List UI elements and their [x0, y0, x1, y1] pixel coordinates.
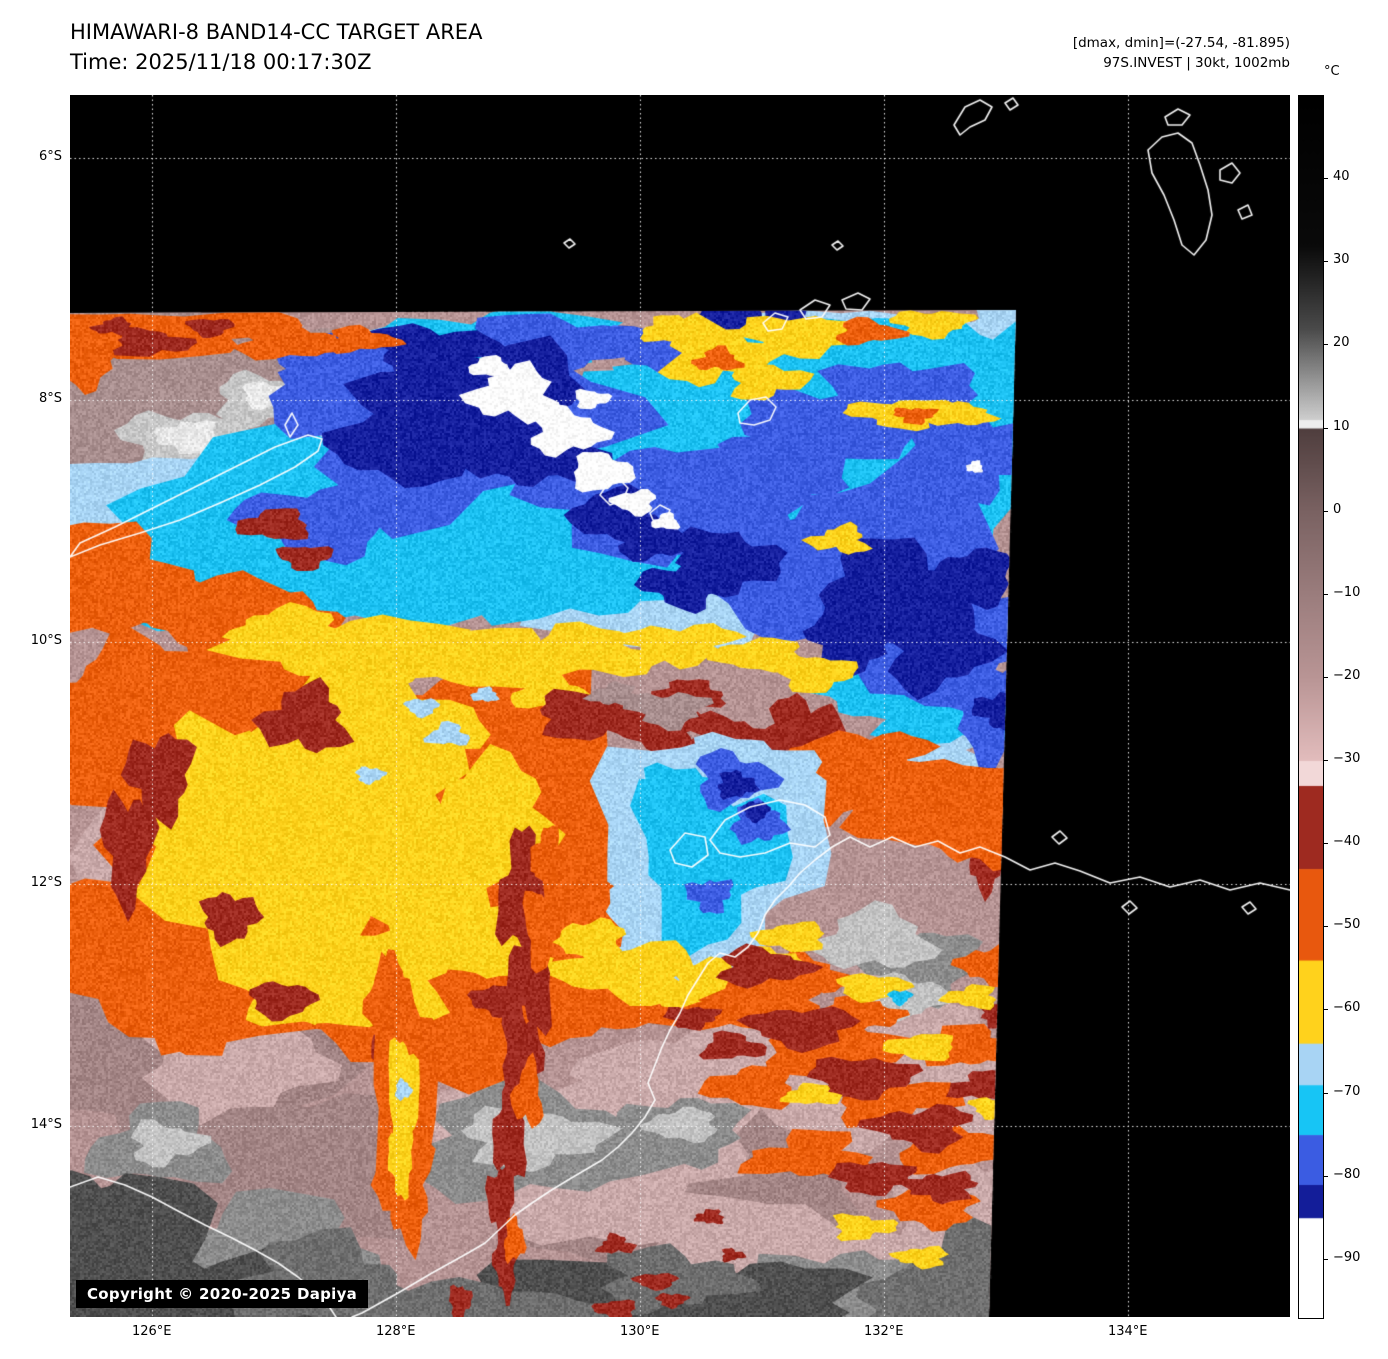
- latitude-tick-label: 8°S: [38, 390, 62, 406]
- longitude-tick-label: 126°E: [131, 1324, 172, 1339]
- colorbar: [1298, 95, 1324, 1319]
- colorbar-tick-mark: [1323, 511, 1328, 512]
- colorbar-tick-mark: [1323, 428, 1328, 429]
- colorbar-tick-label: −20: [1333, 667, 1361, 683]
- colorbar-tick-label: −90: [1333, 1249, 1361, 1265]
- satellite-imagery-canvas: [70, 95, 1290, 1317]
- longitude-tick-label: 132°E: [863, 1324, 904, 1339]
- longitude-tick-label: 128°E: [375, 1324, 416, 1339]
- image-timestamp: Time: 2025/11/18 00:17:30Z: [70, 50, 372, 74]
- colorbar-tick-mark: [1323, 261, 1328, 262]
- colorbar-tick-mark: [1323, 926, 1328, 927]
- colorbar-tick-mark: [1323, 1259, 1328, 1260]
- colorbar-tick-mark: [1323, 677, 1328, 678]
- colorbar-tick-label: −80: [1333, 1166, 1361, 1182]
- colorbar-tick-label: 30: [1333, 252, 1350, 268]
- colorbar-tick-label: 20: [1333, 335, 1350, 351]
- colorbar-tick-mark: [1323, 760, 1328, 761]
- latitude-tick-label: 6°S: [38, 148, 62, 164]
- colorbar-tick-labels: 40 30 20 10 0 −10 −20 −30 −40 −50 −60 −70 −80 −90: [1323, 95, 1386, 1318]
- latitude-tick-label: 10°S: [30, 632, 62, 648]
- colorbar-tick-mark: [1323, 1093, 1328, 1094]
- copyright-label: Copyright © 2020-2025 Dapiya: [76, 1280, 369, 1308]
- colorbar-tick-label: −40: [1333, 834, 1361, 850]
- colorbar-tick-label: 0: [1333, 501, 1342, 517]
- satellite-map: Copyright © 2020-2025 Dapiya: [70, 95, 1290, 1317]
- page-title: HIMAWARI-8 BAND14-CC TARGET AREA: [70, 20, 483, 44]
- latitude-tick-label: 14°S: [30, 1116, 62, 1132]
- colorbar-tick-label: 40: [1333, 169, 1350, 185]
- dmax-dmin-readout: [dmax, dmin]=(-27.54, -81.895): [1072, 35, 1290, 51]
- longitude-tick-label: 130°E: [619, 1324, 660, 1339]
- colorbar-tick-label: −70: [1333, 1083, 1361, 1099]
- colorbar-tick-label: 10: [1333, 418, 1350, 434]
- storm-info: 97S.INVEST | 30kt, 1002mb: [1103, 55, 1290, 71]
- colorbar-unit-label: °C: [1324, 64, 1340, 79]
- colorbar-tick-mark: [1323, 344, 1328, 345]
- longitude-tick-label: 134°E: [1107, 1324, 1148, 1339]
- colorbar-tick-mark: [1323, 843, 1328, 844]
- colorbar-tick-label: −50: [1333, 917, 1361, 933]
- colorbar-tick-mark: [1323, 178, 1328, 179]
- colorbar-tick-mark: [1323, 1009, 1328, 1010]
- colorbar-tick-label: −10: [1333, 584, 1361, 600]
- latitude-tick-label: 12°S: [30, 874, 62, 890]
- longitude-axis: 126°E 128°E 130°E 132°E 134°E: [70, 1324, 1290, 1348]
- latitude-axis: 6°S 8°S 10°S 12°S 14°S: [0, 95, 62, 1317]
- header-right: [dmax, dmin]=(-27.54, -81.895) 97S.INVES…: [1073, 33, 1290, 73]
- colorbar-tick-label: −60: [1333, 1000, 1361, 1016]
- colorbar-tick-mark: [1323, 594, 1328, 595]
- colorbar-tick-label: −30: [1333, 751, 1361, 767]
- colorbar-tick-mark: [1323, 1176, 1328, 1177]
